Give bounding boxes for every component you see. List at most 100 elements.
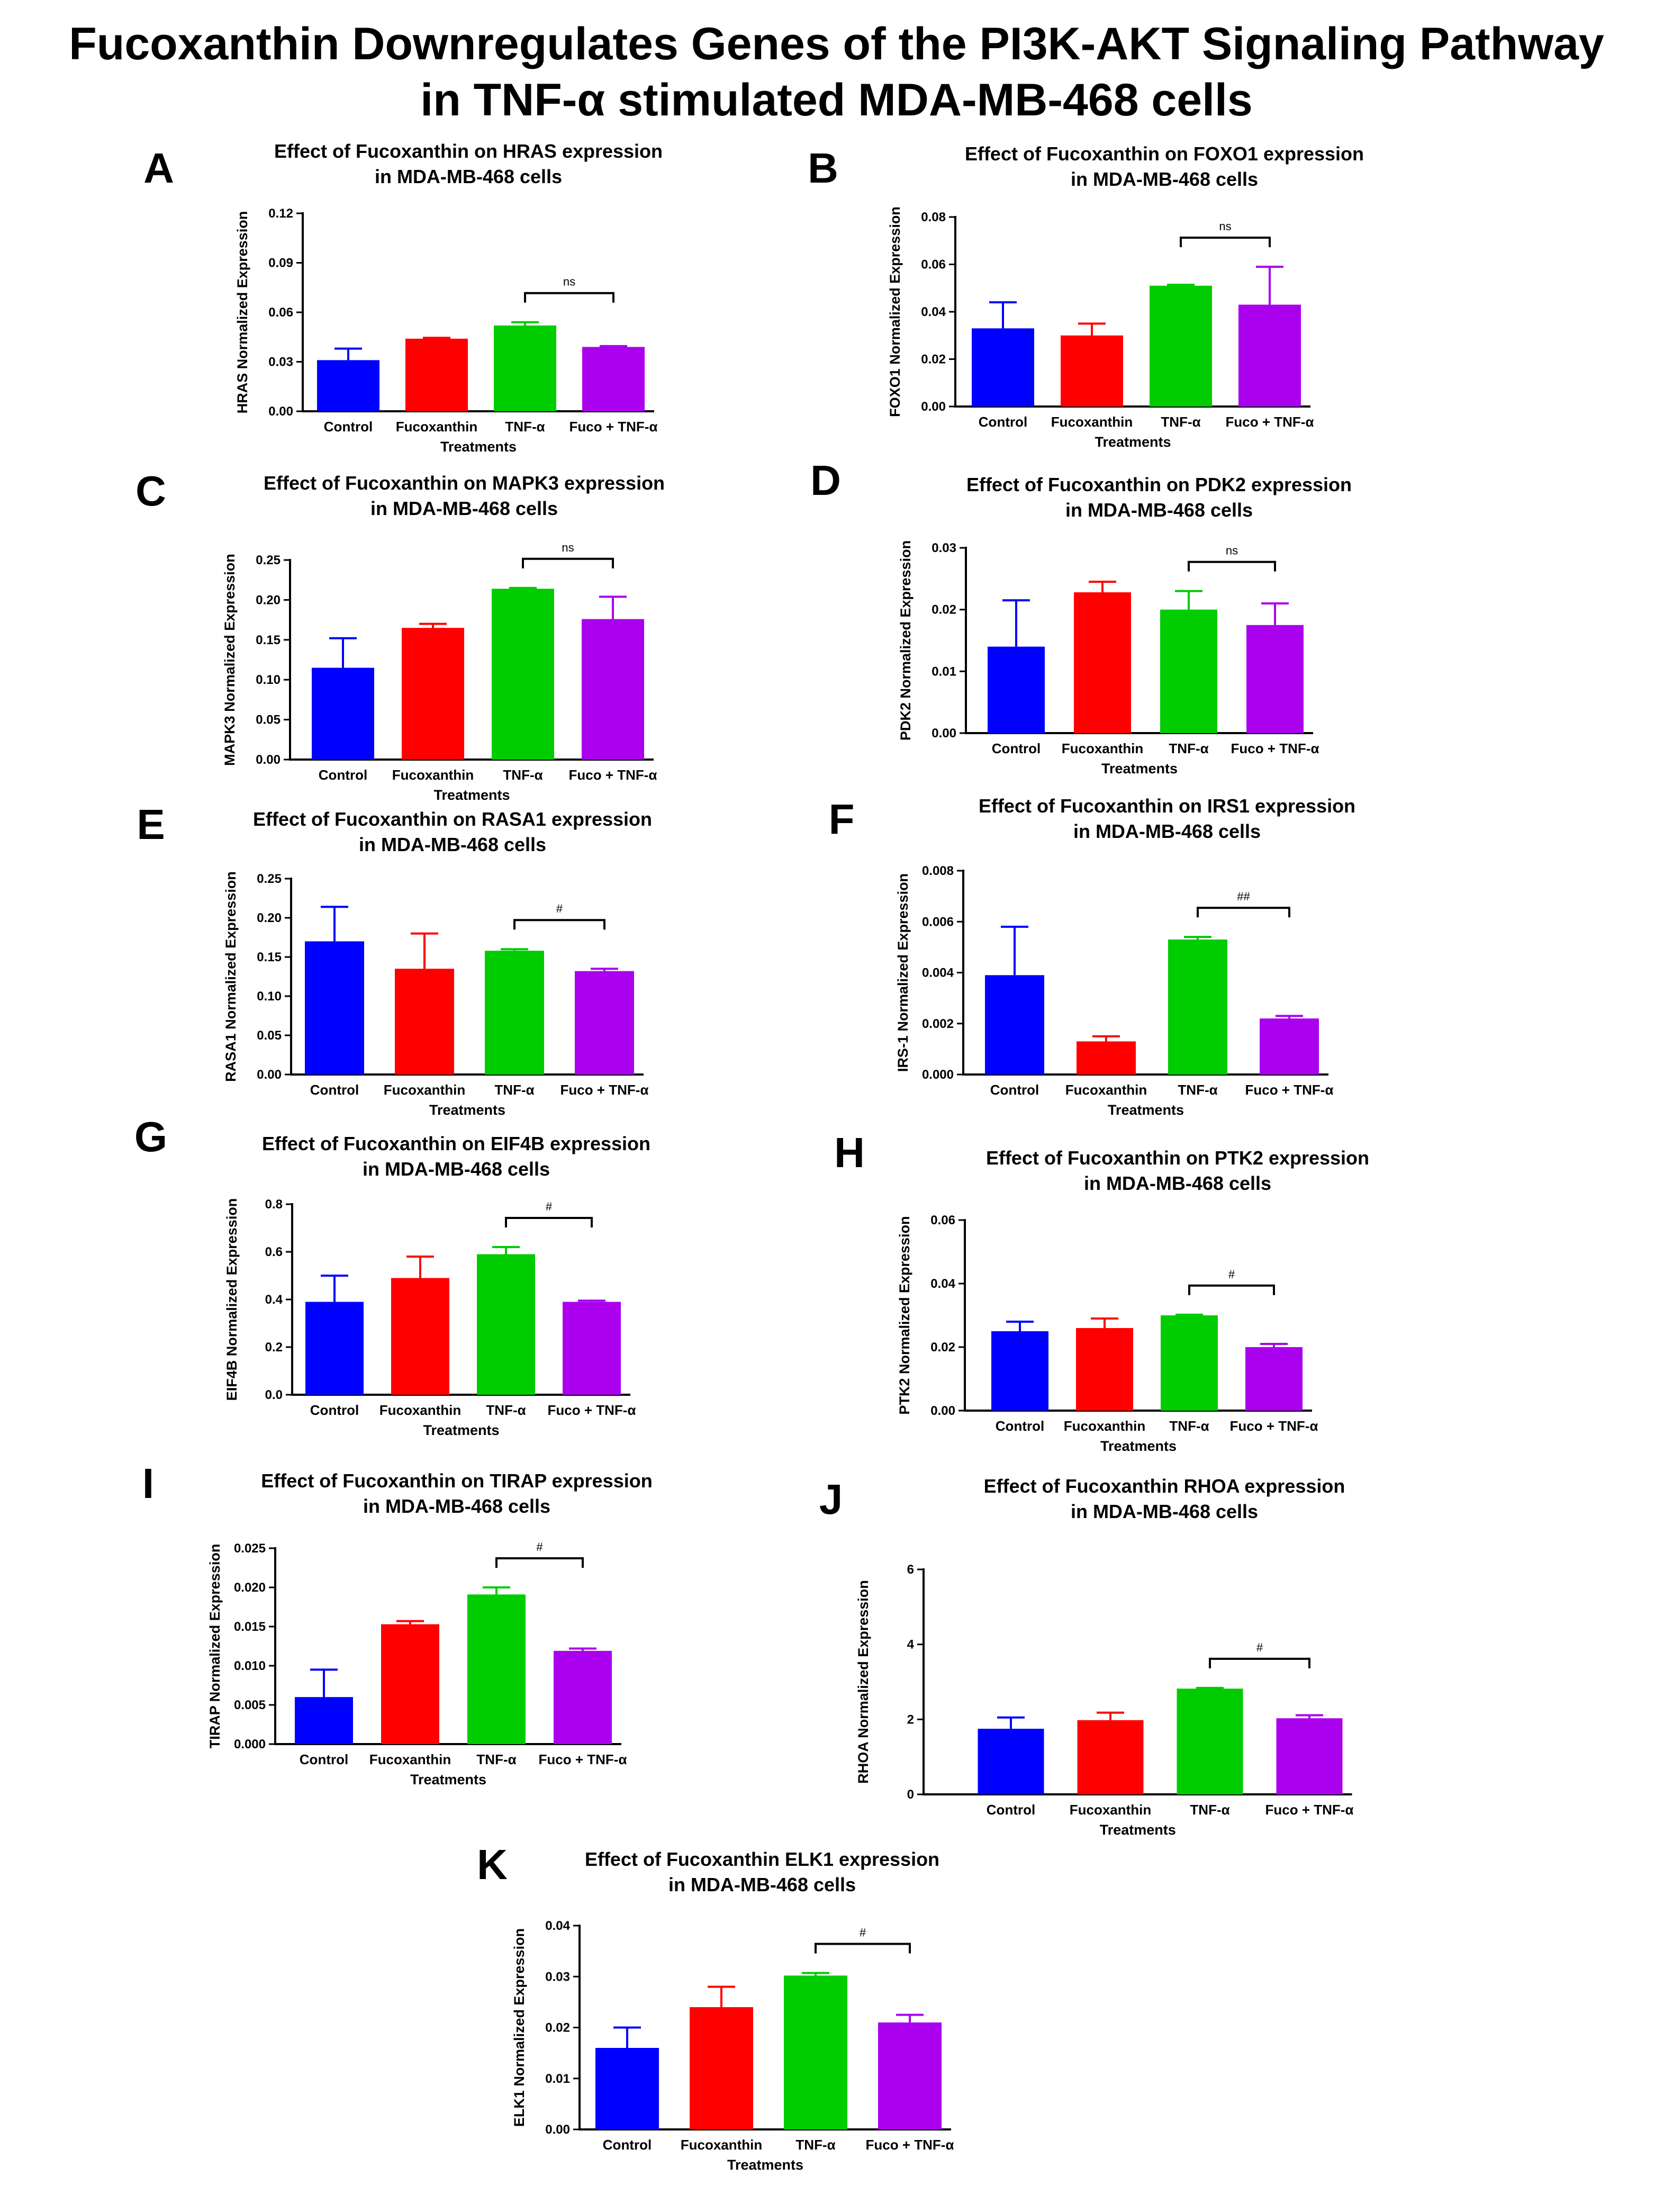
- chart-title: Effect of Fucoxanthin on PDK2 expression: [966, 474, 1352, 495]
- x-tick-label: Fucoxanthin: [1051, 414, 1133, 430]
- significance-label: #: [1228, 1268, 1235, 1281]
- bar-3: [575, 971, 634, 1075]
- significance-label: ns: [562, 541, 574, 554]
- y-tick-label: 0.06: [268, 305, 293, 320]
- chart-title: Effect of Fucoxanthin RHOA expression: [984, 1475, 1345, 1497]
- y-tick-label: 0.04: [921, 305, 946, 319]
- significance-label: #: [1256, 1641, 1263, 1654]
- panel-letter: C: [135, 467, 166, 514]
- y-tick-label: 0.000: [234, 1737, 266, 1751]
- x-tick-label: Fucoxanthin: [1064, 1418, 1146, 1434]
- x-axis-title: Treatments: [1101, 761, 1178, 777]
- y-tick-label: 0.06: [930, 1213, 955, 1227]
- y-tick-label: 0.05: [257, 1028, 282, 1043]
- significance-label: #: [546, 1200, 553, 1213]
- y-tick-label: 0.05: [256, 713, 281, 727]
- bar-3: [1260, 1018, 1319, 1075]
- chart-panel-g: G Effect of Fucoxanthin on EIF4B expressi…: [134, 1113, 650, 1438]
- y-tick-label: 0.006: [922, 915, 954, 929]
- bar-1: [1076, 1328, 1133, 1411]
- x-tick-label: Control: [324, 419, 373, 435]
- significance-bracket: [513, 919, 605, 930]
- y-tick-label: 0.020: [234, 1581, 266, 1595]
- y-axis-title: ELK1 Normalized Expression: [511, 1928, 527, 2127]
- chart-title: Effect of Fucoxanthin on TIRAP expressio…: [261, 1470, 652, 1492]
- x-tick-label: TNF-α: [505, 419, 545, 435]
- bar-3: [563, 1302, 621, 1395]
- bar-2: [467, 1594, 526, 1744]
- x-tick-label: Fucoxanthin: [392, 767, 474, 783]
- x-tick-label: Control: [992, 741, 1041, 756]
- significance-label: ns: [563, 275, 575, 288]
- bar-2: [1177, 1689, 1243, 1794]
- bar-3: [1245, 1347, 1303, 1411]
- significance-bracket: [505, 1217, 593, 1227]
- y-tick-label: 0.02: [545, 2021, 570, 2035]
- y-tick-label: 0.20: [257, 911, 282, 925]
- bar-0: [985, 975, 1044, 1075]
- x-tick-label: Control: [310, 1082, 359, 1098]
- bar-3: [878, 2022, 942, 2129]
- x-tick-label: TNF-α: [486, 1402, 526, 1418]
- y-axis-title: FOXO1 Normalized Expression: [887, 206, 903, 417]
- bar-2: [1150, 285, 1212, 407]
- chart-subtitle: in MDA-MB-468 cells: [359, 834, 546, 855]
- x-tick-label: Fuco + TNF-α: [1230, 1418, 1318, 1434]
- y-tick-label: 0.0: [265, 1388, 283, 1402]
- y-tick-label: 0.03: [545, 1970, 570, 1984]
- bar-3: [554, 1650, 612, 1744]
- page-title-line-2: in TNF-α stimulated MDA-MB-468 cells: [420, 75, 1253, 125]
- panel-letter: J: [819, 1476, 843, 1523]
- bar-1: [402, 628, 464, 760]
- significance-bracket: [1188, 561, 1276, 572]
- chart-panel-k: K Effect of Fucoxanthin ELK1 expression in…: [477, 1841, 954, 2173]
- y-tick-label: 0.000: [922, 1068, 954, 1082]
- y-tick-label: 0.01: [545, 2072, 570, 2086]
- x-tick-label: Fuco + TNF-α: [866, 2137, 954, 2153]
- bar-1: [405, 338, 468, 411]
- y-tick-label: 0.01: [932, 664, 956, 679]
- x-tick-label: Fuco + TNF-α: [569, 419, 658, 435]
- significance-label: ns: [1226, 544, 1238, 557]
- chart-title: Effect of Fucoxanthin on IRS1 expression: [979, 795, 1355, 817]
- x-tick-label: TNF-α: [476, 1751, 516, 1767]
- y-axis-title: TIRAP Normalized Expression: [207, 1544, 223, 1749]
- y-tick-label: 0.00: [257, 1068, 282, 1082]
- significance-label: #: [556, 902, 563, 915]
- chart-panel-i: I Effect of Fucoxanthin on TIRAP expressi…: [142, 1460, 653, 1787]
- x-tick-label: TNF-α: [494, 1082, 534, 1098]
- x-tick-label: TNF-α: [1190, 1802, 1229, 1818]
- y-tick-label: 0.8: [265, 1197, 283, 1212]
- chart-panel-h: H Effect of Fucoxanthin on PTK2 expressio…: [834, 1129, 1369, 1454]
- bar-3: [1276, 1718, 1343, 1794]
- chart-subtitle: in MDA-MB-468 cells: [363, 1158, 550, 1180]
- x-axis-title: Treatments: [423, 1422, 499, 1438]
- chart-subtitle: in MDA-MB-468 cells: [1071, 1501, 1258, 1522]
- significance-bracket: [1188, 1284, 1275, 1295]
- bar-1: [1074, 592, 1131, 733]
- chart-title: Effect of Fucoxanthin ELK1 expression: [585, 1848, 939, 1870]
- y-tick-label: 0.25: [256, 553, 281, 567]
- y-tick-label: 0.03: [932, 541, 956, 555]
- y-tick-label: 0.2: [265, 1340, 283, 1355]
- y-tick-label: 0.4: [265, 1293, 283, 1307]
- y-tick-label: 0.00: [268, 404, 293, 419]
- x-tick-label: TNF-α: [1169, 1418, 1209, 1434]
- y-tick-label: 0.04: [930, 1277, 955, 1291]
- y-axis-title: EIF4B Normalized Expression: [224, 1198, 240, 1401]
- y-tick-label: 0.025: [234, 1541, 266, 1556]
- chart-title: Effect of Fucoxanthin on EIF4B expressio…: [262, 1133, 650, 1154]
- significance-bracket: [1209, 1657, 1310, 1668]
- chart-subtitle: in MDA-MB-468 cells: [1073, 820, 1261, 842]
- x-axis-title: Treatments: [1100, 1822, 1176, 1838]
- y-axis-title: PDK2 Normalized Expression: [898, 540, 914, 741]
- bar-2: [1168, 939, 1227, 1075]
- x-tick-label: Fuco + TNF-α: [569, 767, 657, 783]
- chart-panel-b: B Effect of Fucoxanthin on FOXO1 expressi…: [808, 143, 1364, 450]
- significance-label: #: [536, 1540, 543, 1554]
- bar-2: [1161, 1315, 1218, 1411]
- x-tick-label: Control: [603, 2137, 652, 2153]
- significance-label: ##: [1237, 890, 1250, 903]
- x-tick-label: Fuco + TNF-α: [1245, 1082, 1334, 1098]
- bar-3: [582, 619, 644, 760]
